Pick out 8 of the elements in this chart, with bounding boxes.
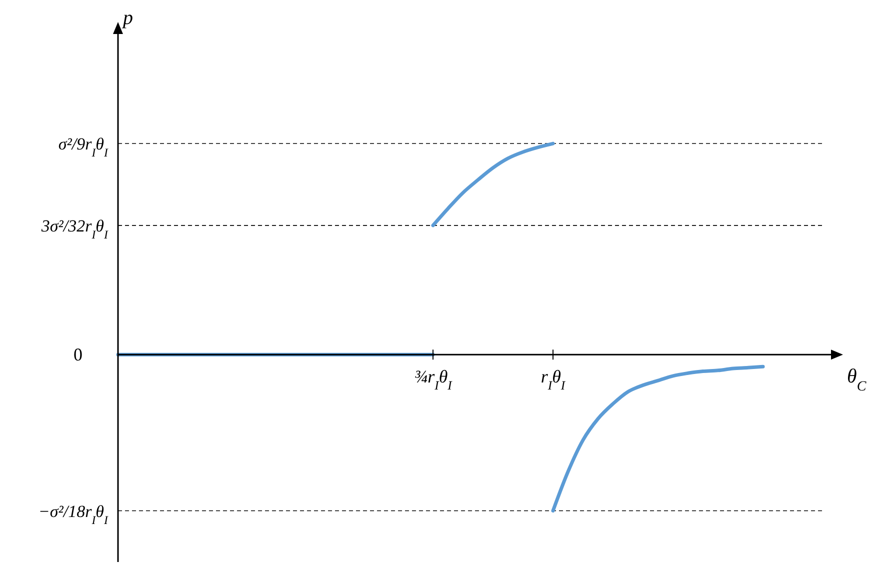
x-tick-label: r$_{I}$θ$_{I}$: [540, 366, 566, 393]
text: 0: [74, 344, 82, 365]
ref-line-label: −σ²/18r$_{I}$θ$_{I}$: [38, 502, 110, 527]
text: p: [121, 7, 133, 29]
x-axis-title: θ$_{C}$: [847, 366, 867, 394]
ref-line-label: 3σ²/32r$_{I}$θ$_{I}$: [40, 216, 110, 242]
x-tick-label: ¾r$_{I}$θ$_{I}$: [414, 366, 453, 393]
ref-line-label: σ²/9r$_{I}$θ$_{I}$: [58, 134, 110, 160]
